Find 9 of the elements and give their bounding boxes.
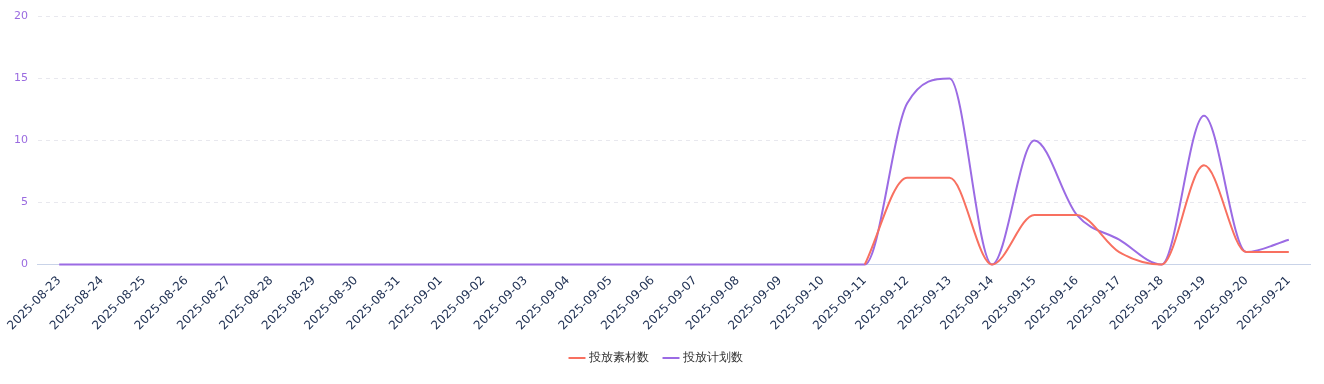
y-tick-label: 10 bbox=[14, 133, 28, 147]
line-series bbox=[58, 77, 1290, 266]
line-series bbox=[863, 164, 1290, 266]
y-tick-label: 0 bbox=[21, 257, 28, 271]
legend-label: 投放素材数 bbox=[588, 350, 649, 365]
y-tick-label: 15 bbox=[14, 71, 28, 85]
y-tick-label: 5 bbox=[21, 195, 28, 209]
legend-label: 投放计划数 bbox=[682, 350, 743, 365]
y-tick-label: 20 bbox=[14, 9, 28, 23]
